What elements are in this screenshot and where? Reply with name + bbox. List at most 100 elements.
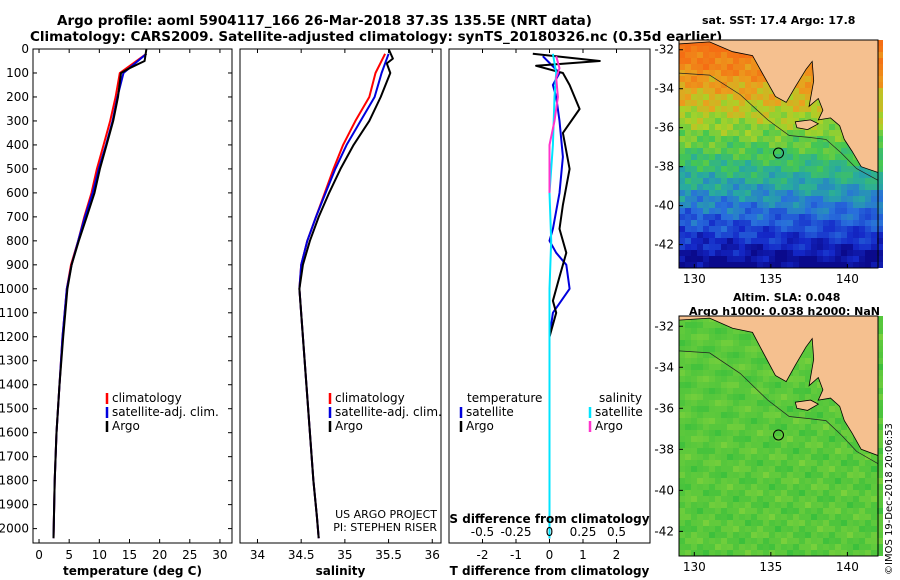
map-cell: [787, 382, 793, 388]
map-cell: [793, 232, 799, 238]
temperature-panel: 0100200300400500600700800900100011001200…: [0, 42, 233, 578]
map-cell: [805, 454, 811, 460]
map-cell: [715, 100, 721, 106]
map-cell: [733, 370, 739, 376]
map-cell: [715, 94, 721, 100]
map-cell: [799, 130, 805, 136]
map-cell: [859, 526, 865, 532]
map-cell: [871, 190, 877, 196]
map-cell: [775, 442, 781, 448]
map-cell: [817, 424, 823, 430]
map-cell: [823, 532, 829, 538]
map-cell: [697, 190, 703, 196]
map-cell: [787, 532, 793, 538]
map-cell: [763, 202, 769, 208]
map-cell: [763, 508, 769, 514]
map-cell: [745, 460, 751, 466]
map-cell: [697, 202, 703, 208]
map-cell: [799, 136, 805, 142]
map-cell: [841, 460, 847, 466]
map-cell: [817, 142, 823, 148]
map-cell: [703, 214, 709, 220]
map-cell: [703, 58, 709, 64]
map-cell: [799, 466, 805, 472]
map-cell: [853, 466, 859, 472]
map-cell: [817, 220, 823, 226]
map-cell: [877, 514, 883, 520]
map-cell: [685, 190, 691, 196]
map-cell: [787, 124, 793, 130]
map-cell: [823, 178, 829, 184]
map-cell: [835, 262, 841, 268]
map-cell: [787, 508, 793, 514]
map-cell: [859, 238, 865, 244]
map-cell: [865, 502, 871, 508]
map-cell: [799, 82, 805, 88]
map-cell: [787, 232, 793, 238]
map-cell: [691, 190, 697, 196]
map-cell: [775, 376, 781, 382]
map-cell: [733, 496, 739, 502]
map-cell: [865, 514, 871, 520]
map-cell: [697, 40, 703, 46]
map-cell: [739, 112, 745, 118]
map-cell: [697, 136, 703, 142]
map-cell: [859, 256, 865, 262]
map-cell: [697, 418, 703, 424]
map-cell: [781, 202, 787, 208]
x-tick-label: 35.5: [375, 548, 402, 562]
map-cell: [685, 382, 691, 388]
map-cell: [715, 394, 721, 400]
map-cell: [769, 214, 775, 220]
map-cell: [781, 142, 787, 148]
map-cell: [787, 466, 793, 472]
map-cell: [871, 520, 877, 526]
map-cell: [721, 214, 727, 220]
map-cell: [841, 466, 847, 472]
map-cell: [769, 220, 775, 226]
map-cell: [775, 496, 781, 502]
map-cell: [745, 358, 751, 364]
map-cell: [799, 172, 805, 178]
map-cell: [871, 262, 877, 268]
map-cell: [793, 214, 799, 220]
map-cell: [829, 490, 835, 496]
map-cell: [799, 394, 805, 400]
map-cell: [745, 496, 751, 502]
map-cell: [835, 430, 841, 436]
map-cell: [877, 130, 883, 136]
map-cell: [877, 196, 883, 202]
map-cell: [865, 214, 871, 220]
map-cell: [781, 532, 787, 538]
map-cell: [703, 130, 709, 136]
map-cell: [823, 472, 829, 478]
map-cell: [847, 472, 853, 478]
map-cell: [691, 244, 697, 250]
map-cell: [757, 184, 763, 190]
map-cell: [691, 526, 697, 532]
map-cell: [835, 190, 841, 196]
map-cell: [703, 238, 709, 244]
map-cell: [763, 214, 769, 220]
map-cell: [811, 232, 817, 238]
map-cell: [739, 208, 745, 214]
map-cell: [685, 448, 691, 454]
map-cell: [775, 196, 781, 202]
series-line-t-argo: [532, 52, 601, 539]
map-cell: [787, 538, 793, 544]
map-cell: [685, 232, 691, 238]
map-cell: [751, 430, 757, 436]
map-cell: [769, 118, 775, 124]
map-cell: [715, 478, 721, 484]
map-cell: [847, 250, 853, 256]
map-cell: [697, 424, 703, 430]
map-cell: [727, 94, 733, 100]
map-cell: [691, 160, 697, 166]
y-tick-label: 0: [21, 42, 29, 56]
map-cell: [799, 88, 805, 94]
map-cell: [685, 550, 691, 556]
map-cell: [685, 334, 691, 340]
map-cell: [721, 448, 727, 454]
map-cell: [799, 142, 805, 148]
map-cell: [877, 250, 883, 256]
